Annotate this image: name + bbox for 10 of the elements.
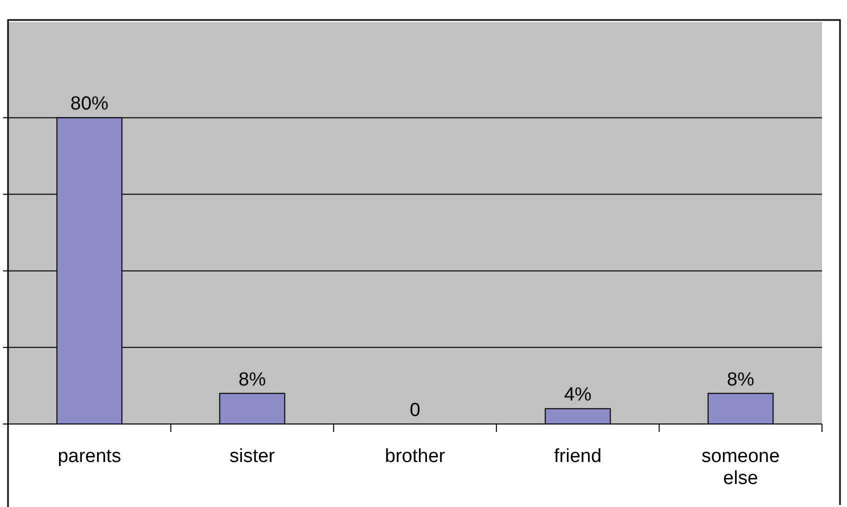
data-label: 8% (238, 369, 266, 390)
x-tick-label: sister (229, 446, 276, 467)
data-label: 4% (564, 384, 592, 406)
x-tick-label: someone else (702, 446, 780, 489)
data-label: 8% (726, 369, 754, 390)
x-tick-label: parents (58, 446, 122, 467)
x-tick-label: friend (554, 446, 602, 467)
x-tick-label: brother (384, 446, 446, 467)
data-label: 80% (70, 94, 109, 115)
data-label: 0 (410, 400, 420, 421)
